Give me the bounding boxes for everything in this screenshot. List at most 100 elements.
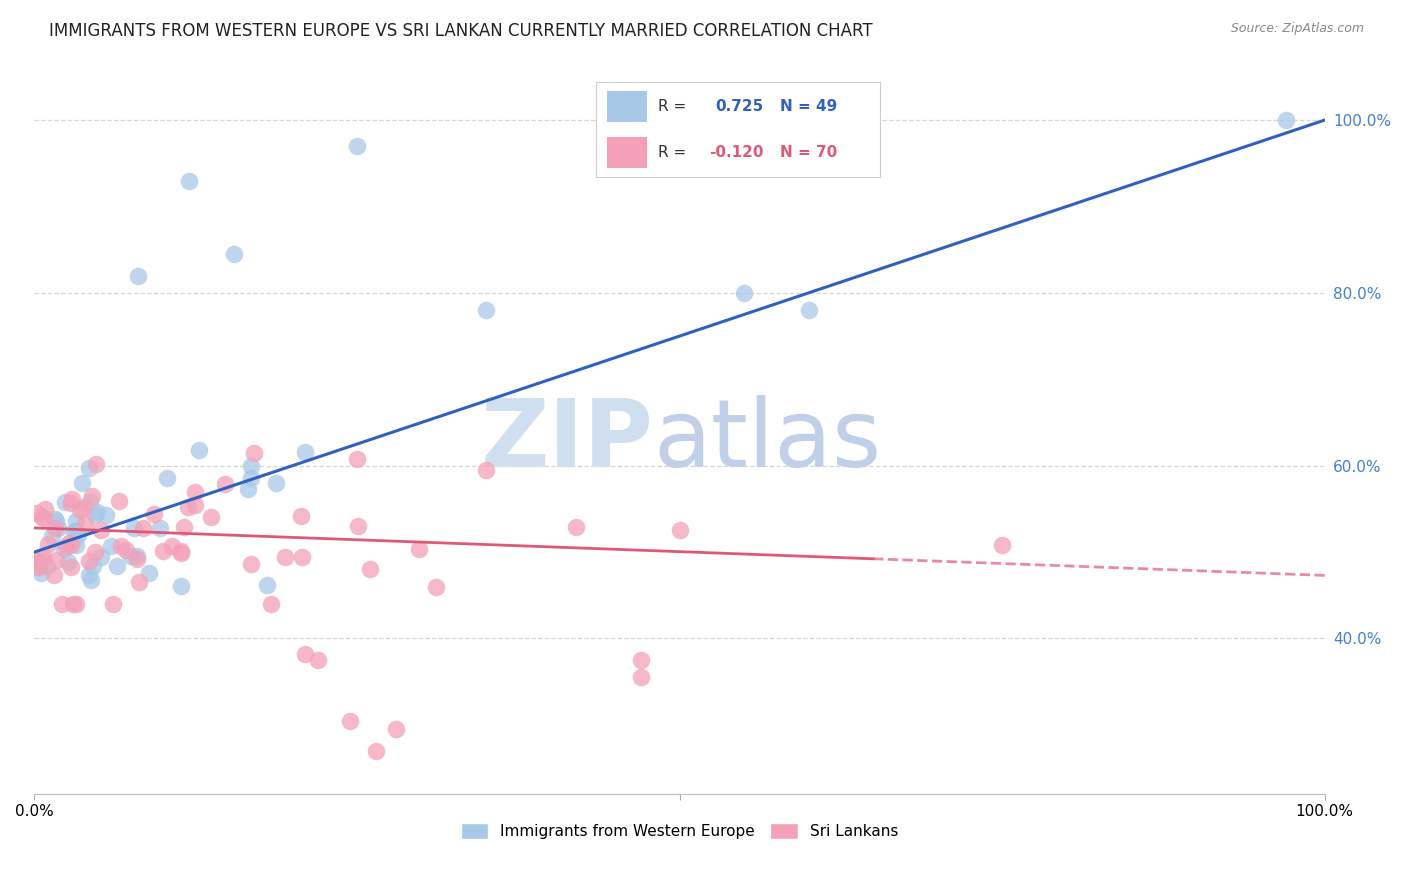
Point [80,573,103,587]
Point [25,557,48,571]
Point [59,496,82,510]
Point [25,553,48,567]
Point [32,511,55,525]
Point [294,647,316,661]
Point [1275,113,1298,128]
Point [31,509,53,524]
Point [138,566,160,581]
Point [32,554,55,568]
Point [69,502,91,516]
Point [72,476,94,491]
Point [347,518,370,533]
Point [122,521,145,535]
Point [291,549,314,564]
Point [37,558,59,573]
Point [80,489,103,503]
Point [184,498,207,512]
Point [53,495,76,509]
Point [242,446,264,460]
Point [184,485,207,500]
Point [346,139,368,153]
Point [51,597,73,611]
Point [100,539,122,553]
Point [90,523,112,537]
Point [86,505,108,519]
Point [991,538,1014,552]
Text: Source: ZipAtlas.com: Source: ZipAtlas.com [1230,22,1364,36]
Point [32,549,55,564]
Point [103,597,125,611]
Point [475,303,498,318]
Point [238,482,260,496]
Text: atlas: atlas [654,395,882,488]
Point [256,578,278,592]
Point [59,538,82,552]
Point [179,173,201,187]
Point [55,539,77,553]
Text: ZIP: ZIP [481,395,654,488]
Point [346,452,368,467]
Point [307,653,329,667]
Point [107,494,129,508]
Point [630,653,652,667]
Point [37,537,59,551]
Point [115,542,138,557]
Point [160,540,183,554]
Point [630,670,652,684]
Point [475,463,498,477]
Point [58,555,80,569]
Point [52,541,75,556]
Point [62,597,84,611]
Point [59,560,82,574]
Point [290,509,312,524]
Point [294,445,316,459]
Point [30,566,52,581]
Point [149,521,172,535]
Point [73,500,96,514]
Point [65,524,87,538]
Point [214,476,236,491]
Point [110,539,132,553]
Point [84,508,107,522]
Point [668,524,690,538]
Point [564,520,586,534]
Point [105,559,128,574]
Point [83,545,105,559]
Point [425,580,447,594]
Point [733,285,755,300]
Point [120,549,142,564]
Point [66,528,89,542]
Point [34,502,56,516]
Point [90,549,112,564]
Point [366,744,388,758]
Point [25,560,48,574]
Point [65,597,87,611]
Point [25,506,48,520]
Point [27,559,49,574]
Point [170,543,193,558]
Point [200,510,222,524]
Point [173,520,195,534]
Point [152,544,174,558]
Point [45,553,67,567]
Point [73,516,96,531]
Point [143,507,166,521]
Point [65,514,87,528]
Point [41,529,63,543]
Point [224,247,246,261]
Point [384,723,406,737]
Point [84,457,107,471]
Point [177,500,200,514]
Point [132,521,155,535]
Point [187,443,209,458]
Point [65,538,87,552]
Point [408,541,430,556]
Point [240,459,263,474]
Point [46,520,69,534]
Point [45,514,67,528]
Point [797,303,820,318]
Point [155,471,177,485]
Point [62,524,84,538]
Point [264,476,287,491]
Point [125,549,148,563]
